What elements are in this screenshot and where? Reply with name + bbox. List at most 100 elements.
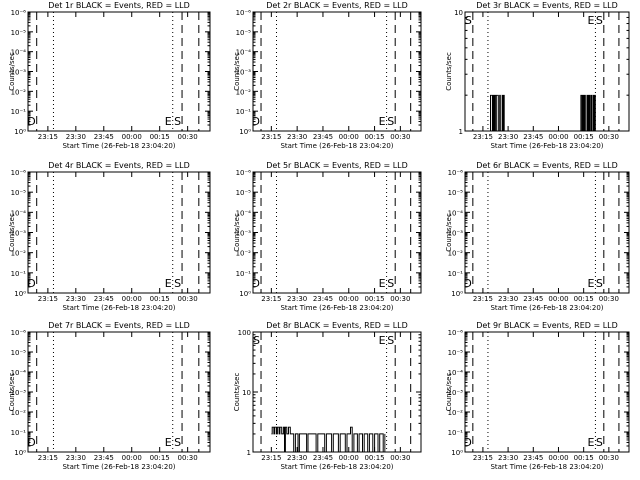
y-tick-label: 10⁻¹ <box>236 108 252 116</box>
marker-label: S <box>387 334 394 347</box>
x-tick-label: 23:15 <box>261 133 281 141</box>
y-tick-label: 10⁻³ <box>448 389 464 397</box>
chart-title: Det 9r BLACK = Events, RED = LLD <box>476 321 618 330</box>
plot-frame <box>27 171 211 294</box>
chart-panel-3: Det 3r BLACK = Events, RED = LLD Counts/s… <box>445 1 630 150</box>
x-tick-label: 00:00 <box>548 454 568 462</box>
y-tick-label: 10⁻⁴ <box>11 49 27 57</box>
marker-label: S <box>465 14 472 27</box>
plot-frame <box>464 331 630 453</box>
y-tick-label: 10⁰ <box>451 449 463 457</box>
x-tick-label: 23:15 <box>473 133 493 141</box>
x-tick-label: 23:30 <box>66 133 86 141</box>
x-tick-label: 23:15 <box>473 454 493 462</box>
x-tick-label: 00:15 <box>364 454 384 462</box>
plot-frame <box>252 11 422 132</box>
plot-frame <box>27 331 211 453</box>
y-tick-label: 10⁰ <box>14 449 26 457</box>
plot-frame <box>252 331 422 453</box>
y-tick-label: 10⁻⁶ <box>448 329 464 337</box>
y-tick-label: 10⁻⁶ <box>11 169 27 177</box>
marker-label: S <box>596 436 603 449</box>
x-tick-label: 00:30 <box>178 454 198 462</box>
chart-title: Det 4r BLACK = Events, RED = LLD <box>48 161 190 170</box>
series-events-line <box>490 95 596 131</box>
x-tick-label: 00:00 <box>122 133 142 141</box>
marker-label: E <box>587 277 594 290</box>
x-tick-label: 00:00 <box>339 133 359 141</box>
marker-label: D <box>252 115 260 128</box>
chart-title: Det 2r BLACK = Events, RED = LLD <box>266 1 408 10</box>
x-tick-label: 00:15 <box>574 454 594 462</box>
y-axis-label: Counts/sec <box>8 373 16 412</box>
y-tick-label: 10⁻³ <box>11 69 27 77</box>
x-axis-label: Start Time (26-Feb-18 23:04:20) <box>62 463 175 471</box>
y-tick-label: 10⁻⁵ <box>11 349 27 357</box>
x-tick-label: 23:30 <box>498 133 518 141</box>
marker-label: S <box>596 14 603 27</box>
series-events <box>490 95 596 131</box>
x-tick-label: 00:30 <box>178 133 198 141</box>
x-tick-label: 00:30 <box>599 295 619 303</box>
y-tick-label: 10⁻³ <box>448 230 464 238</box>
x-tick-label: 00:15 <box>150 133 170 141</box>
x-tick-label: 00:30 <box>390 133 410 141</box>
y-tick-label: 10⁻⁴ <box>448 209 464 217</box>
x-tick-label: 00:00 <box>548 133 568 141</box>
y-tick-label: 10⁻³ <box>11 230 27 238</box>
x-axis-label: Start Time (26-Feb-18 23:04:20) <box>490 142 603 150</box>
marker-label: D <box>463 277 471 290</box>
marker-label: D <box>252 277 260 290</box>
y-axis-label: Counts/sec <box>8 52 16 91</box>
y-tick-label: 10⁻⁵ <box>236 189 252 197</box>
x-tick-label: 00:30 <box>599 454 619 462</box>
y-tick-label: 10⁻⁶ <box>448 169 464 177</box>
x-tick-label: 23:15 <box>38 295 58 303</box>
y-axis-label: Counts/sec <box>8 213 16 252</box>
y-axis-label: Counts/sec <box>445 213 453 252</box>
y-tick-label: 10 <box>454 9 463 17</box>
marker-label: S <box>387 115 394 128</box>
y-tick-label: 10⁻⁶ <box>236 9 252 17</box>
x-tick-label: 23:45 <box>523 295 543 303</box>
x-tick-label: 23:45 <box>313 295 333 303</box>
x-tick-label: 23:15 <box>261 454 281 462</box>
x-tick-label: 00:15 <box>150 295 170 303</box>
x-tick-label: 23:45 <box>313 133 333 141</box>
y-tick-label: 10⁻⁶ <box>11 329 27 337</box>
marker-label: E <box>587 436 594 449</box>
x-tick-label: 00:00 <box>339 454 359 462</box>
y-tick-label: 1 <box>459 128 463 136</box>
y-axis-label: Counts/sec <box>233 373 241 412</box>
marker-label: S <box>253 334 260 347</box>
chart-title: Det 5r BLACK = Events, RED = LLD <box>266 161 408 170</box>
y-tick-label: 10⁻³ <box>11 389 27 397</box>
chart-panel-8: Det 8r BLACK = Events, RED = LLD Counts/s… <box>233 321 422 471</box>
x-axis-label: Start Time (26-Feb-18 23:04:20) <box>490 463 603 471</box>
marker-label: E <box>165 277 172 290</box>
x-tick-label: 23:45 <box>94 454 114 462</box>
x-tick-label: 23:15 <box>38 133 58 141</box>
y-tick-label: 10⁻¹ <box>11 429 27 437</box>
chart-panel-9: Det 9r BLACK = Events, RED = LLD Counts/s… <box>445 321 630 471</box>
x-tick-label: 23:45 <box>523 454 543 462</box>
x-axis-label: Start Time (26-Feb-18 23:04:20) <box>62 142 175 150</box>
marker-label: S <box>596 277 603 290</box>
y-tick-label: 1 <box>247 449 251 457</box>
y-tick-label: 10⁻² <box>11 250 27 258</box>
x-tick-label: 00:15 <box>574 295 594 303</box>
marker-label: E <box>379 277 386 290</box>
y-axis-label: Counts/sec <box>233 213 241 252</box>
marker-label: S <box>387 277 394 290</box>
y-tick-label: 10⁻³ <box>236 230 252 238</box>
x-tick-label: 00:00 <box>122 454 142 462</box>
x-tick-label: 23:30 <box>287 133 307 141</box>
y-tick-label: 10⁻¹ <box>448 429 464 437</box>
y-axis-label: Counts/sec <box>233 52 241 91</box>
marker-label: E <box>587 14 594 27</box>
x-tick-label: 23:30 <box>287 454 307 462</box>
series-events <box>271 427 385 452</box>
x-tick-label: 23:15 <box>473 295 493 303</box>
chart-title: Det 3r BLACK = Events, RED = LLD <box>476 1 618 10</box>
x-tick-label: 00:30 <box>390 295 410 303</box>
